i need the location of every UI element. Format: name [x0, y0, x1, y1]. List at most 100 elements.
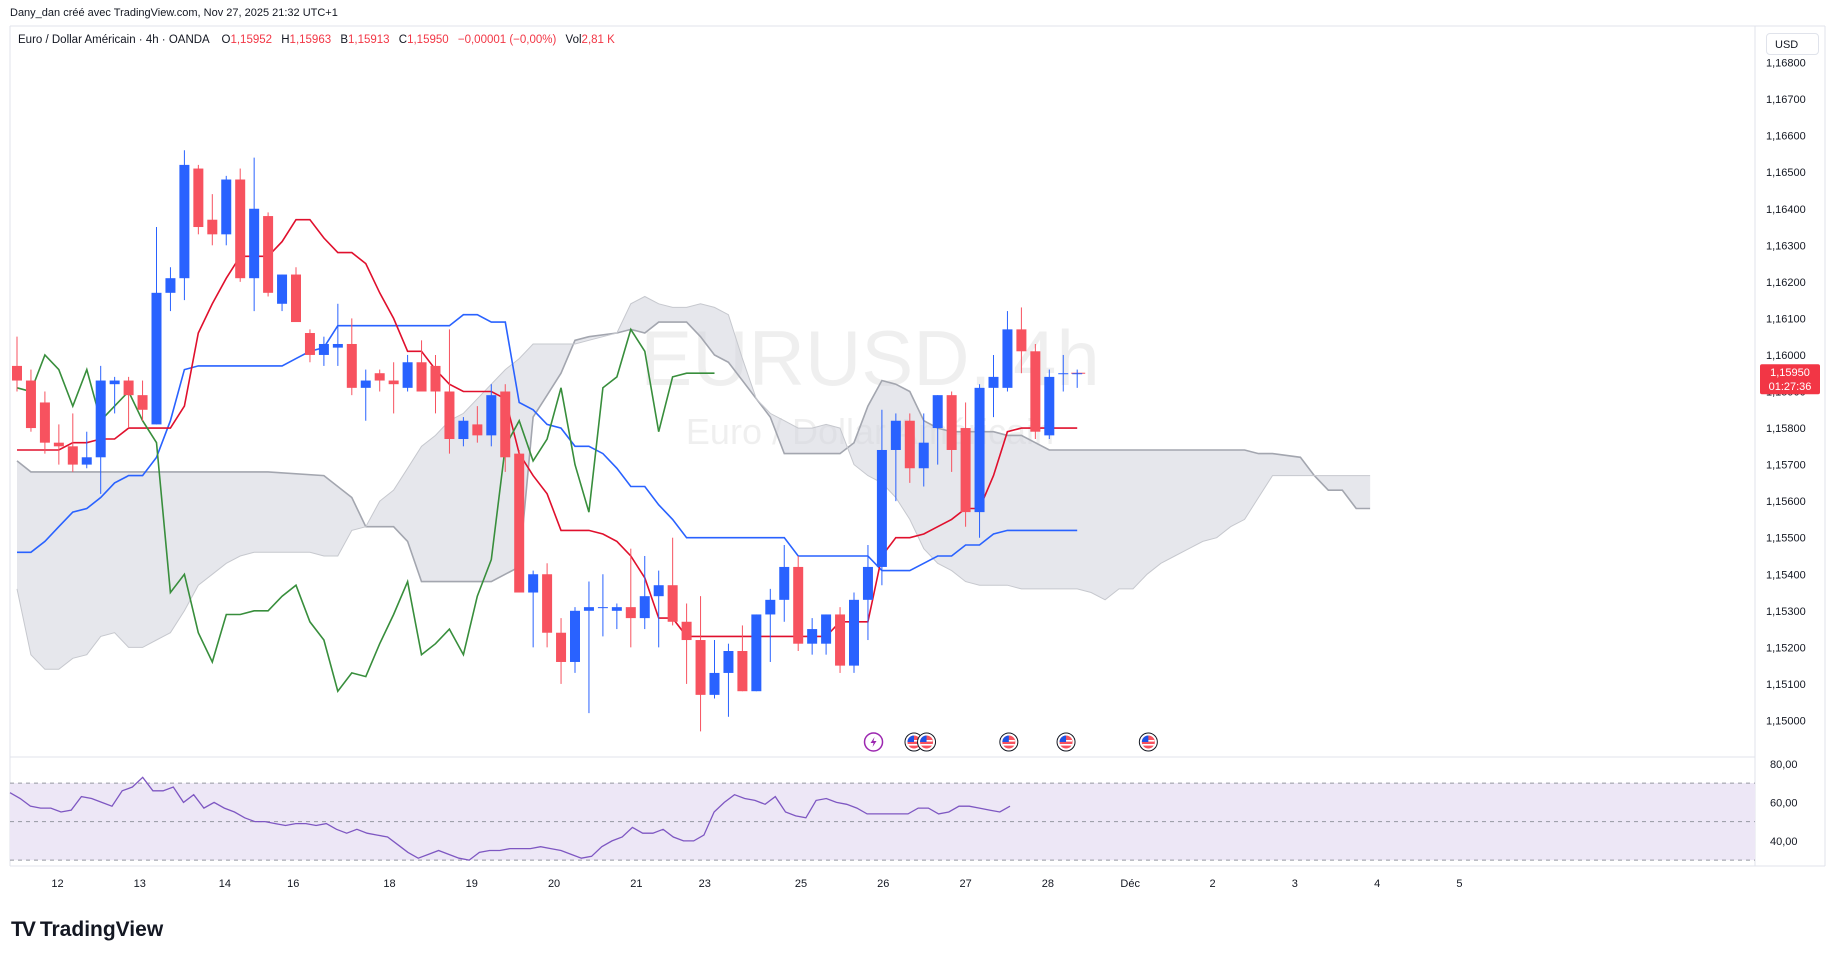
candle	[542, 563, 553, 648]
candle	[904, 413, 915, 483]
price-tick-label: 1,15600	[1766, 496, 1806, 508]
candle	[821, 614, 832, 655]
candle	[876, 409, 887, 586]
candle	[514, 449, 525, 593]
candle	[737, 625, 748, 692]
economic-events[interactable]	[863, 732, 1158, 752]
bar-countdown: 01:27:36	[1769, 381, 1812, 393]
candle-body	[835, 614, 846, 666]
candle	[332, 303, 343, 366]
candle-body	[53, 442, 64, 447]
low-label: B	[340, 34, 348, 46]
close-label: C	[398, 34, 408, 46]
flag-stripe	[920, 744, 933, 746]
time-tick-label: 27	[959, 878, 971, 890]
candle	[709, 640, 720, 699]
candle	[611, 603, 622, 630]
us-flag-event-icon[interactable]	[999, 732, 1019, 752]
candle-body	[974, 387, 985, 513]
dividend-event-icon[interactable]	[863, 732, 884, 752]
candle-body	[1030, 351, 1041, 432]
candle-body	[332, 343, 343, 348]
candle	[862, 545, 873, 641]
candle-body	[374, 373, 385, 381]
us-flag-event-icon[interactable]	[917, 732, 937, 752]
candle-body	[583, 607, 594, 611]
time-tick-label: 19	[466, 878, 478, 890]
ichimoku-lines	[16, 218, 1086, 693]
rsi-pane	[9, 776, 1755, 861]
candle	[583, 581, 594, 714]
currency-selector[interactable]: USD	[1766, 33, 1819, 55]
candle	[793, 555, 804, 652]
tradingview-brand[interactable]: TV TradingView	[11, 918, 163, 942]
candle-body	[388, 380, 399, 385]
close-value: 1,15950	[407, 34, 449, 46]
tenkan-line	[17, 313, 1078, 572]
rsi-tick-label: 40,00	[1770, 836, 1798, 848]
candle	[165, 267, 176, 312]
low-value: 1,15913	[348, 34, 390, 46]
chart-credit: Dany_dan créé avec TradingView.com, Nov …	[10, 7, 338, 19]
us-flag-event-icon[interactable]	[1138, 732, 1158, 752]
candle-body	[137, 395, 148, 410]
rsi-axis: 80,00 60,00 40,00	[1770, 759, 1798, 848]
candle	[12, 336, 22, 392]
candle	[109, 376, 120, 414]
price-tick-label: 1,15700	[1766, 460, 1806, 472]
time-axis[interactable]: 12 13 14 16 18 19 20 21 23 25 26 27 28 Déc 2 3 4 5	[51, 878, 1462, 890]
candle-body	[556, 632, 567, 662]
price-tick-label: 1,16400	[1766, 204, 1806, 216]
flag-stripe	[1142, 744, 1155, 746]
candle-body	[1016, 329, 1027, 352]
candle	[402, 354, 413, 392]
time-tick-label: 14	[219, 878, 231, 890]
flag-canton	[1059, 735, 1067, 742]
candle	[1058, 354, 1069, 392]
time-tick-label: 2	[1209, 878, 1215, 890]
price-axis[interactable]: 1,16800 1,16700 1,16600 1,16500 1,16400 1,163…	[1766, 58, 1806, 728]
candle	[388, 362, 399, 414]
candle-body	[304, 333, 315, 355]
candle	[207, 194, 218, 246]
candle	[960, 402, 971, 527]
candle	[263, 212, 274, 297]
candle	[932, 395, 943, 465]
candle-body	[95, 380, 106, 458]
price-tick-label: 1,15300	[1766, 606, 1806, 618]
candle	[974, 384, 985, 538]
candle-body	[807, 629, 818, 644]
price-tick-label: 1,15000	[1766, 715, 1806, 727]
candle	[291, 267, 301, 323]
price-tick-label: 1,15400	[1766, 569, 1806, 581]
candle	[360, 369, 371, 421]
symbol-name[interactable]: Euro / Dollar Américain · 4h · OANDA	[18, 34, 210, 46]
candle-body	[207, 219, 218, 235]
candle-body	[876, 449, 887, 567]
candle-body	[500, 391, 511, 458]
candle	[751, 614, 762, 692]
us-flag-event-icon[interactable]	[1056, 732, 1076, 752]
tradingview-logo-icon: TV	[11, 918, 36, 941]
candle-body	[193, 168, 204, 228]
candle	[849, 592, 859, 673]
candle	[53, 424, 64, 465]
candle-body	[611, 607, 622, 611]
price-tick-label: 1,16100	[1766, 313, 1806, 325]
price-tick-label: 1,16700	[1766, 94, 1806, 106]
candle-body	[514, 453, 525, 593]
cloud-fill	[17, 296, 1371, 670]
candle	[137, 380, 148, 421]
candle-body	[821, 614, 832, 644]
flag-canton	[920, 735, 927, 742]
candle-body	[542, 574, 553, 633]
candle-body	[932, 395, 943, 429]
candle-body	[444, 391, 455, 440]
price-tick-label: 1,15200	[1766, 642, 1806, 654]
candle-body	[430, 365, 441, 392]
rsi-tick-label: 60,00	[1770, 797, 1798, 809]
time-tick-label: 25	[795, 878, 807, 890]
candle	[472, 406, 483, 443]
symbol-info-line: Euro / Dollar Américain · 4h · OANDA O1,…	[18, 34, 621, 46]
